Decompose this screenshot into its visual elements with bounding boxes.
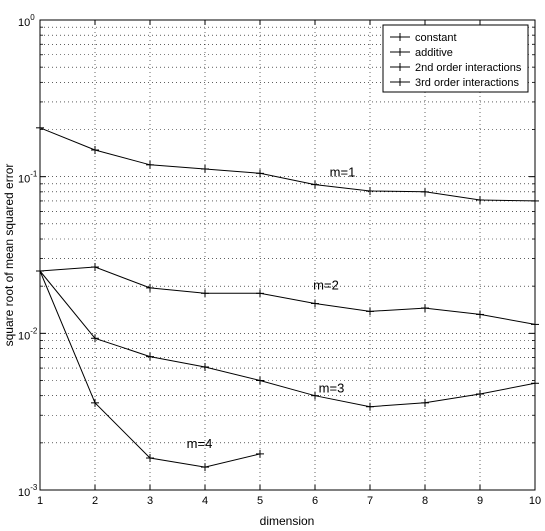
legend-label: additive <box>415 47 453 59</box>
y-tick-label: 10-2 <box>18 326 38 342</box>
x-tick-label: 8 <box>422 495 428 507</box>
legend-entry: 3rd order interactions <box>390 77 519 89</box>
series-line <box>39 270 536 408</box>
legend-entry: constant <box>390 32 457 44</box>
series-annotation: m=3 <box>319 380 345 395</box>
x-tick-label: 1 <box>37 495 43 507</box>
x-axis-ticks: 1 2 3 4 5 6 7 8 9 10 <box>37 20 541 507</box>
data-point-marker <box>201 289 209 298</box>
data-point-marker <box>476 310 484 319</box>
y-tick-label: 10-3 <box>18 483 38 499</box>
legend-entry: additive <box>390 47 453 59</box>
series-annotation: m=2 <box>313 278 339 293</box>
data-point-marker <box>311 299 319 308</box>
legend: constant additive 2nd order interactions 3r… <box>382 24 529 93</box>
data-point-marker <box>366 402 374 411</box>
series-line <box>39 127 536 202</box>
x-tick-label: 3 <box>147 495 153 507</box>
data-point-marker <box>476 389 484 398</box>
x-tick-label: 6 <box>312 495 318 507</box>
data-point-marker <box>91 263 99 272</box>
legend-box <box>382 24 529 93</box>
data-point-marker <box>311 391 319 400</box>
data-point-marker <box>91 145 99 154</box>
series-layer <box>36 123 539 472</box>
plot-background <box>40 20 535 490</box>
data-point-marker <box>201 362 209 371</box>
y-axis-ticks: 10-3 10-2 10-1 100 <box>18 13 535 499</box>
data-point-marker <box>146 352 154 361</box>
x-tick-label: 9 <box>477 495 483 507</box>
data-point-marker <box>201 164 209 173</box>
data-point-marker <box>256 376 264 385</box>
x-tick-label: 10 <box>529 495 541 507</box>
series-4 <box>36 266 264 472</box>
data-point-marker <box>421 304 429 313</box>
data-point-marker <box>146 454 154 463</box>
data-point-marker <box>201 463 209 472</box>
series-line <box>39 266 536 325</box>
series-annotation: m=1 <box>330 165 356 180</box>
y-axis-label: square root of mean squared error <box>2 164 16 347</box>
x-axis-label: dimension <box>260 514 315 528</box>
annotations: m=1 m=2 m=3 m=4 <box>187 165 356 451</box>
data-point-marker <box>256 289 264 298</box>
data-point-marker <box>146 283 154 292</box>
x-tick-label: 7 <box>367 495 373 507</box>
legend-label: 2nd order interactions <box>415 62 522 74</box>
data-point-marker <box>91 334 99 343</box>
data-point-marker <box>476 195 484 204</box>
data-point-marker <box>256 169 264 178</box>
data-point-marker <box>256 449 264 458</box>
legend-label: 3rd order interactions <box>415 77 519 89</box>
y-tick-label: 100 <box>18 13 35 29</box>
x-tick-label: 5 <box>257 495 263 507</box>
legend-label: constant <box>415 32 457 44</box>
data-point-marker <box>366 307 374 316</box>
data-point-marker <box>421 187 429 196</box>
data-point-marker <box>311 180 319 189</box>
y-tick-label: 10-1 <box>18 170 38 186</box>
series-annotation: m=4 <box>187 436 213 451</box>
x-tick-label: 2 <box>92 495 98 507</box>
x-tick-label: 4 <box>202 495 208 507</box>
data-point-marker <box>421 398 429 407</box>
data-point-marker <box>366 187 374 196</box>
data-point-marker <box>91 398 99 407</box>
legend-entry: 2nd order interactions <box>390 62 522 74</box>
data-point-marker <box>146 160 154 169</box>
plot-frame <box>39 19 536 491</box>
